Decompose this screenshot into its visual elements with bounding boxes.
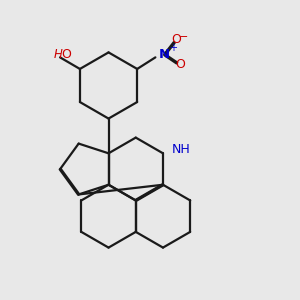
Text: H: H	[54, 48, 63, 61]
Text: +: +	[169, 43, 177, 53]
Text: O: O	[175, 58, 185, 71]
Text: NH: NH	[171, 143, 190, 157]
Text: N: N	[159, 48, 170, 61]
Text: −: −	[178, 32, 188, 41]
Text: O: O	[171, 33, 181, 46]
Text: O: O	[61, 48, 71, 61]
